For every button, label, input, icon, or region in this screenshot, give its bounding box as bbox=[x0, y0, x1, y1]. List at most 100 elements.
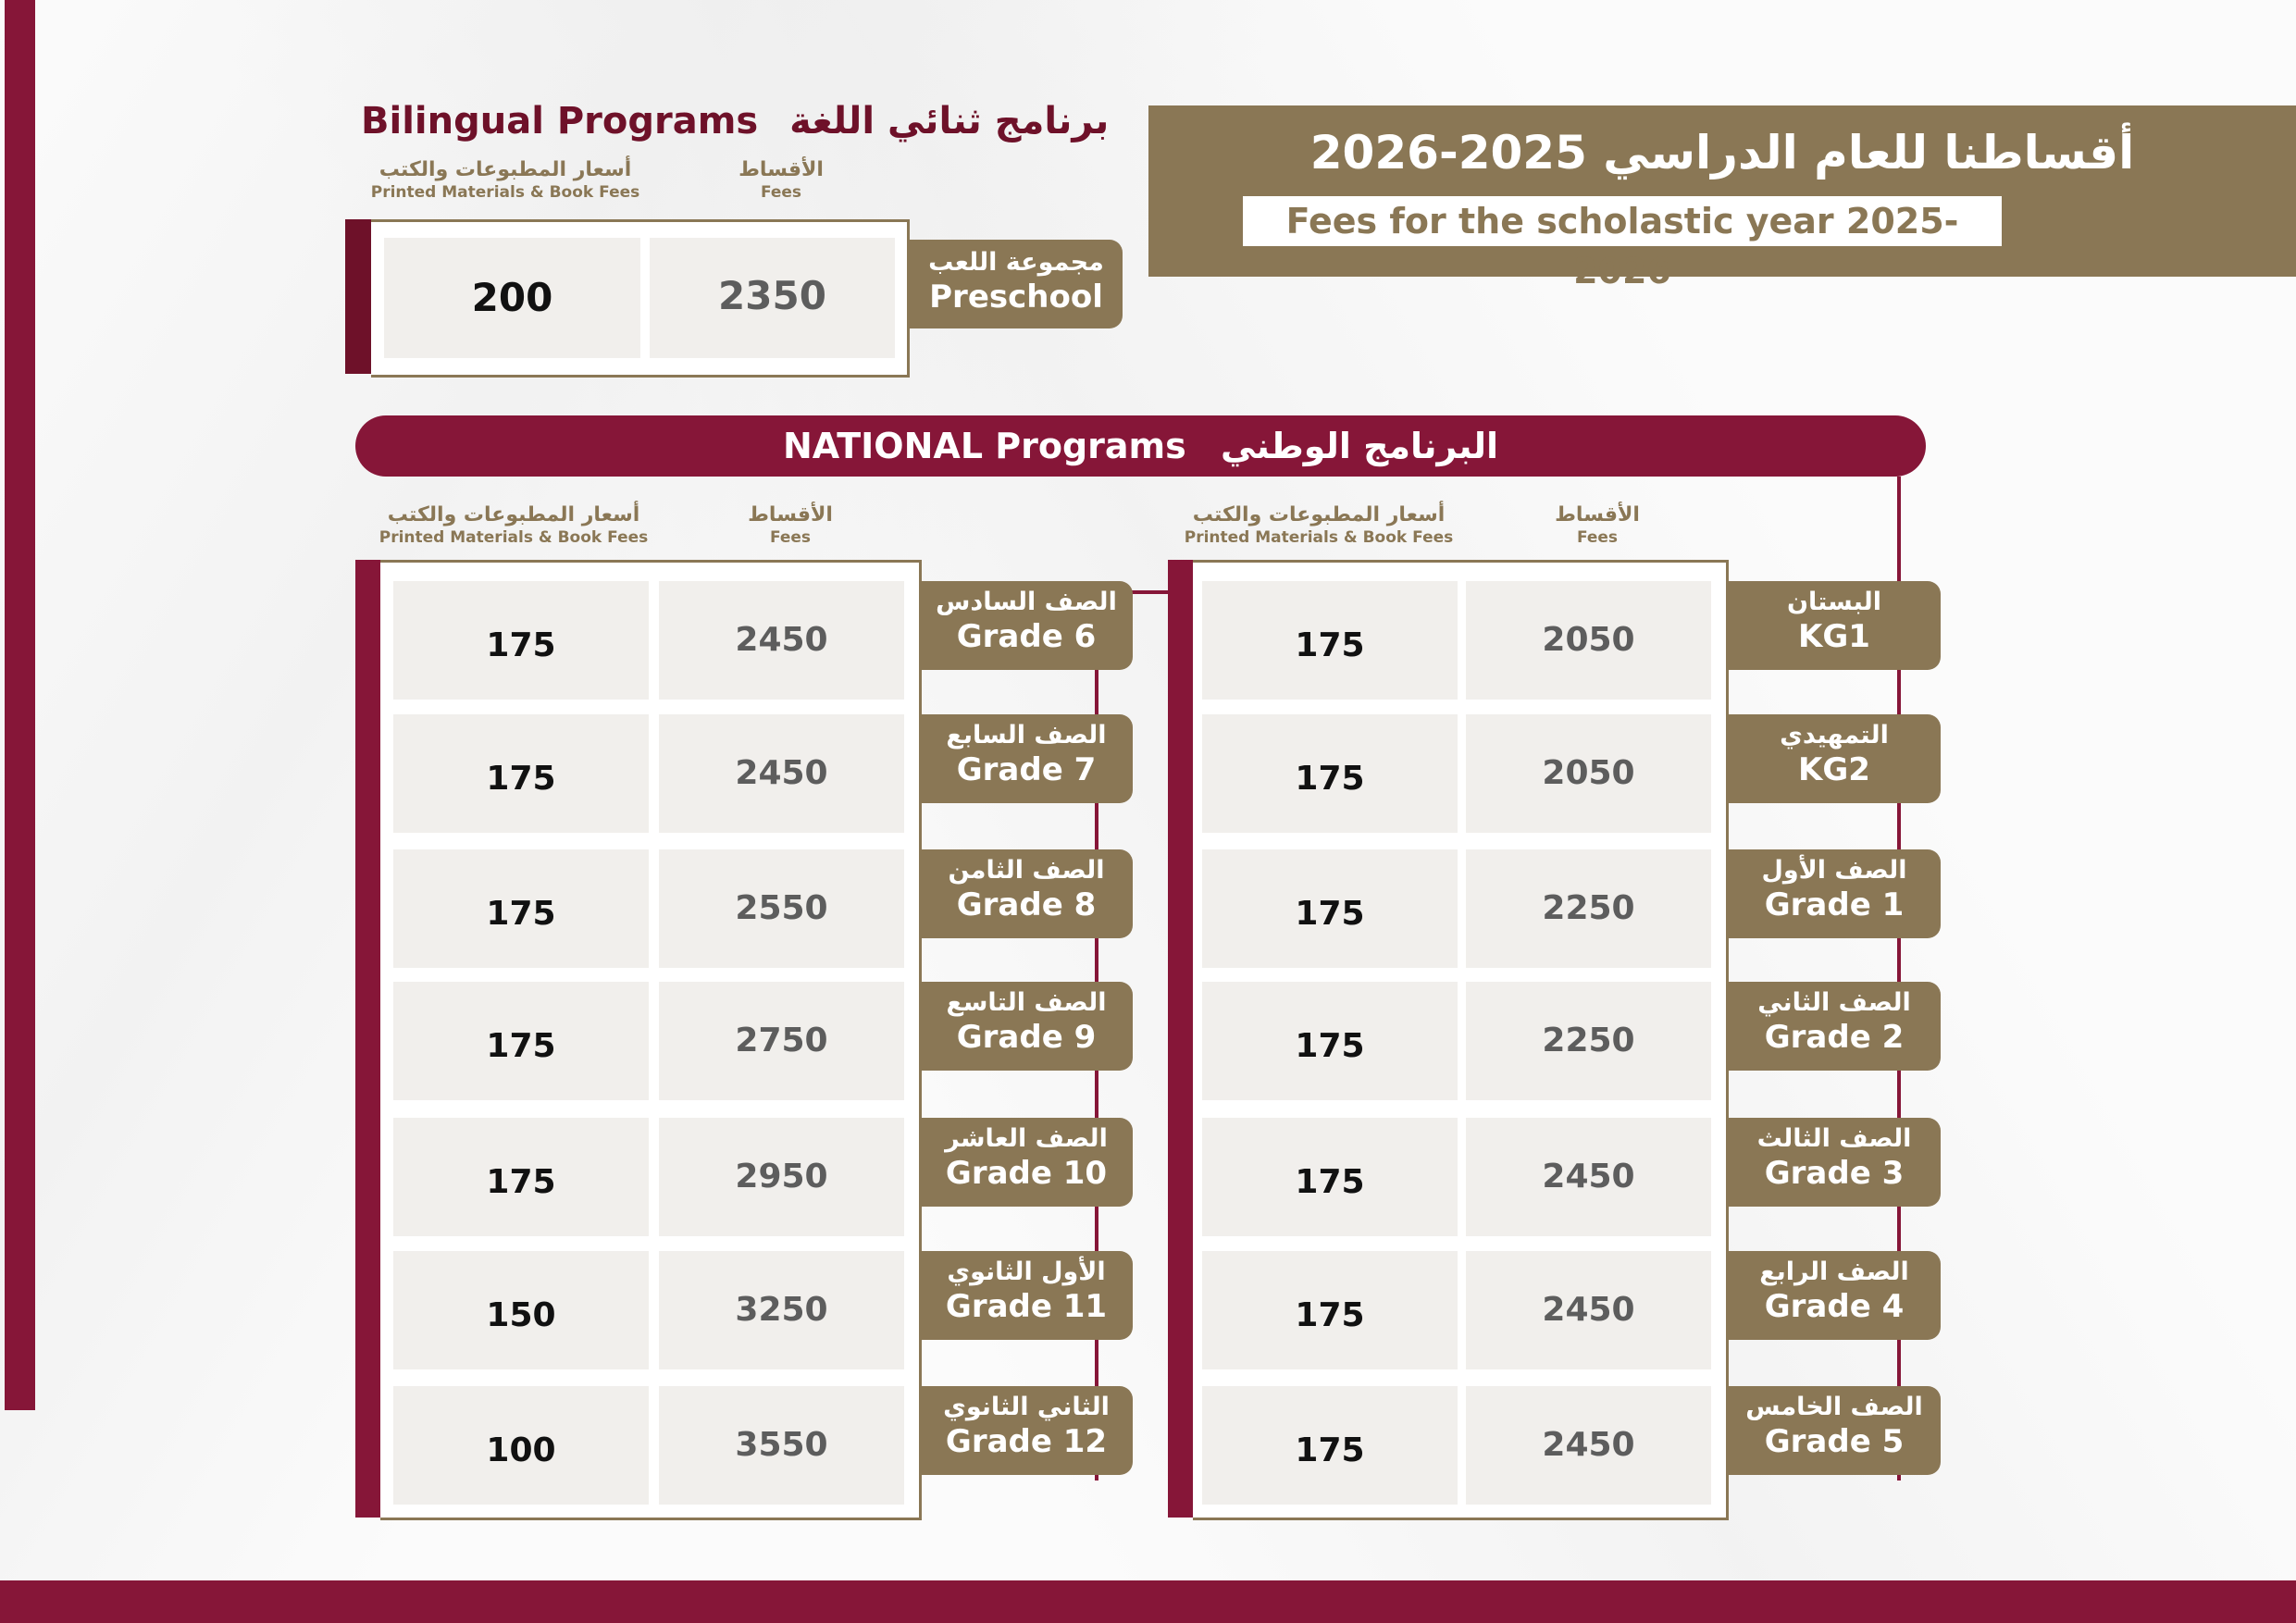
books-header-ar: أسعار المطبوعات والكتب bbox=[379, 158, 632, 181]
books-header-ar: أسعار المطبوعات والكتب bbox=[387, 503, 640, 527]
left-grade-label: الصف السابع Grade 7 bbox=[920, 714, 1133, 803]
bottom-accent-bar bbox=[0, 1580, 2296, 1623]
preschool-fees: 2350 bbox=[650, 238, 895, 358]
grade-label-ar: الصف الثالث bbox=[1756, 1124, 1912, 1153]
left-books-cell: 175 bbox=[393, 714, 649, 833]
right-books-cell: 175 bbox=[1202, 982, 1458, 1100]
right-books-cell: 175 bbox=[1202, 1251, 1458, 1369]
preschool-label: مجموعة اللعب Preschool bbox=[910, 240, 1123, 328]
fees-header-en: Fees bbox=[760, 183, 802, 202]
right-fees-cell: 2050 bbox=[1466, 714, 1711, 833]
title-box: أقساطنا للعام الدراسي 2025-2026 Fees for… bbox=[1148, 105, 2296, 291]
left-fees-cell: 2450 bbox=[659, 581, 904, 700]
left-fees-cell: 2450 bbox=[659, 714, 904, 833]
left-grade-label: الصف الثامن Grade 8 bbox=[920, 849, 1133, 938]
right-fees-cell: 2250 bbox=[1466, 849, 1711, 968]
grade-label-ar: التمهيدي bbox=[1780, 721, 1889, 750]
grade-label-ar: الصف الرابع bbox=[1759, 1258, 1909, 1286]
right-books-cell: 175 bbox=[1202, 1118, 1458, 1236]
right-grade-label: الصف الخامس Grade 5 bbox=[1728, 1386, 1941, 1475]
grade-label-ar: البستان bbox=[1786, 588, 1882, 616]
left-books-cell: 175 bbox=[393, 1118, 649, 1236]
grade-label-en: Grade 4 bbox=[1764, 1288, 1905, 1325]
grade-label-ar: الصف السادس bbox=[936, 588, 1117, 616]
right-fees-cell: 2450 bbox=[1466, 1251, 1711, 1369]
right-grade-label: التمهيدي KG2 bbox=[1728, 714, 1941, 803]
grade-label-ar: الصف العاشر bbox=[945, 1124, 1108, 1153]
grade-label-en: Grade 11 bbox=[945, 1288, 1108, 1325]
national-title-ar: البرنامج الوطني bbox=[1221, 426, 1498, 466]
left-grade-label: الصف العاشر Grade 10 bbox=[920, 1118, 1133, 1207]
left-table-accent bbox=[355, 560, 380, 1518]
left-fees-cell: 2750 bbox=[659, 982, 904, 1100]
right-table-accent bbox=[1168, 560, 1193, 1518]
right-fees-cell: 2050 bbox=[1466, 581, 1711, 700]
left-books-cell: 150 bbox=[393, 1251, 649, 1369]
bilingual-title: Bilingual Programs برنامج ثنائي اللغة bbox=[352, 100, 1109, 154]
title-english: Fees for the scholastic year 2025-2026 bbox=[1285, 201, 1959, 291]
fees-header-ar: الأقساط bbox=[748, 503, 833, 527]
left-books-cell: 175 bbox=[393, 581, 649, 700]
connector-right-banner bbox=[1897, 477, 1901, 611]
right-fees-cell: 2250 bbox=[1466, 982, 1711, 1100]
preschool-label-ar: مجموعة اللعب bbox=[928, 248, 1104, 277]
books-header-en: Printed Materials & Book Fees bbox=[379, 528, 649, 547]
grade-label-ar: الصف السابع bbox=[946, 721, 1107, 750]
connector-horizontal bbox=[1132, 590, 1171, 594]
right-grade-label: الصف الأول Grade 1 bbox=[1728, 849, 1941, 938]
grade-label-ar: الثاني الثانوي bbox=[943, 1393, 1110, 1421]
fees-header-ar: الأقساط bbox=[1555, 503, 1640, 527]
grade-label-ar: الصف الخامس bbox=[1745, 1393, 1923, 1421]
title-english-box: Fees for the scholastic year 2025-2026 bbox=[1243, 196, 2002, 291]
national-title-en: NATIONAL Programs bbox=[782, 426, 1186, 466]
preschool-books: 200 bbox=[384, 238, 640, 358]
grade-label-en: KG1 bbox=[1798, 618, 1870, 655]
right-books-cell: 175 bbox=[1202, 714, 1458, 833]
grade-label-en: Grade 5 bbox=[1764, 1423, 1905, 1460]
right-grade-label: الصف الرابع Grade 4 bbox=[1728, 1251, 1941, 1340]
bilingual-title-ar: برنامج ثنائي اللغة bbox=[789, 100, 1110, 142]
fees-header-ar: الأقساط bbox=[738, 158, 824, 181]
right-grade-label: الصف الثالث Grade 3 bbox=[1728, 1118, 1941, 1207]
grade-label-ar: الصف التاسع bbox=[946, 988, 1107, 1017]
national-right-books-header: أسعار المطبوعات والكتب Printed Materials… bbox=[1180, 502, 1458, 547]
grade-label-en: KG2 bbox=[1798, 751, 1870, 788]
right-grade-label: البستان KG1 bbox=[1728, 581, 1941, 670]
national-left-books-header: أسعار المطبوعات والكتب Printed Materials… bbox=[375, 502, 652, 547]
preschool-label-en: Preschool bbox=[929, 279, 1103, 316]
right-books-cell: 175 bbox=[1202, 849, 1458, 968]
national-left-fees-header: الأقساط Fees bbox=[713, 502, 868, 547]
left-books-cell: 100 bbox=[393, 1386, 649, 1505]
left-books-cell: 175 bbox=[393, 982, 649, 1100]
right-fees-cell: 2450 bbox=[1466, 1118, 1711, 1236]
national-right-fees-header: الأقساط Fees bbox=[1520, 502, 1675, 547]
books-header-en: Printed Materials & Book Fees bbox=[370, 183, 640, 202]
national-banner: NATIONAL Programs البرنامج الوطني bbox=[355, 415, 1926, 477]
grade-label-en: Grade 2 bbox=[1764, 1019, 1905, 1056]
left-grade-label: الثاني الثانوي Grade 12 bbox=[920, 1386, 1133, 1475]
grade-label-ar: الصف الأول bbox=[1761, 856, 1907, 885]
grade-label-en: Grade 10 bbox=[945, 1155, 1108, 1192]
bilingual-fees-header: الأقساط Fees bbox=[703, 157, 859, 202]
grade-label-en: Grade 1 bbox=[1764, 886, 1905, 923]
fees-header-en: Fees bbox=[769, 528, 812, 547]
grade-label-en: Grade 3 bbox=[1764, 1155, 1905, 1192]
grade-label-en: Grade 7 bbox=[956, 751, 1097, 788]
left-fees-cell: 2550 bbox=[659, 849, 904, 968]
grade-label-ar: الصف الثامن bbox=[948, 856, 1105, 885]
preschool-accent bbox=[345, 219, 371, 374]
right-books-cell: 175 bbox=[1202, 1386, 1458, 1505]
left-fees-cell: 2950 bbox=[659, 1118, 904, 1236]
title-arabic: أقساطنا للعام الدراسي 2025-2026 bbox=[1309, 126, 2135, 180]
bilingual-books-header: أسعار المطبوعات والكتب Printed Materials… bbox=[366, 157, 644, 202]
books-header-ar: أسعار المطبوعات والكتب bbox=[1192, 503, 1446, 527]
right-books-cell: 175 bbox=[1202, 581, 1458, 700]
books-header-en: Printed Materials & Book Fees bbox=[1184, 528, 1454, 547]
left-accent-bar bbox=[5, 0, 35, 1410]
left-fees-cell: 3550 bbox=[659, 1386, 904, 1505]
bilingual-title-en: Bilingual Programs bbox=[361, 100, 759, 142]
grade-label-en: Grade 6 bbox=[956, 618, 1097, 655]
left-grade-label: الصف التاسع Grade 9 bbox=[920, 982, 1133, 1071]
grade-label-en: Grade 9 bbox=[956, 1019, 1097, 1056]
grade-label-ar: الصف الثاني bbox=[1757, 988, 1911, 1017]
